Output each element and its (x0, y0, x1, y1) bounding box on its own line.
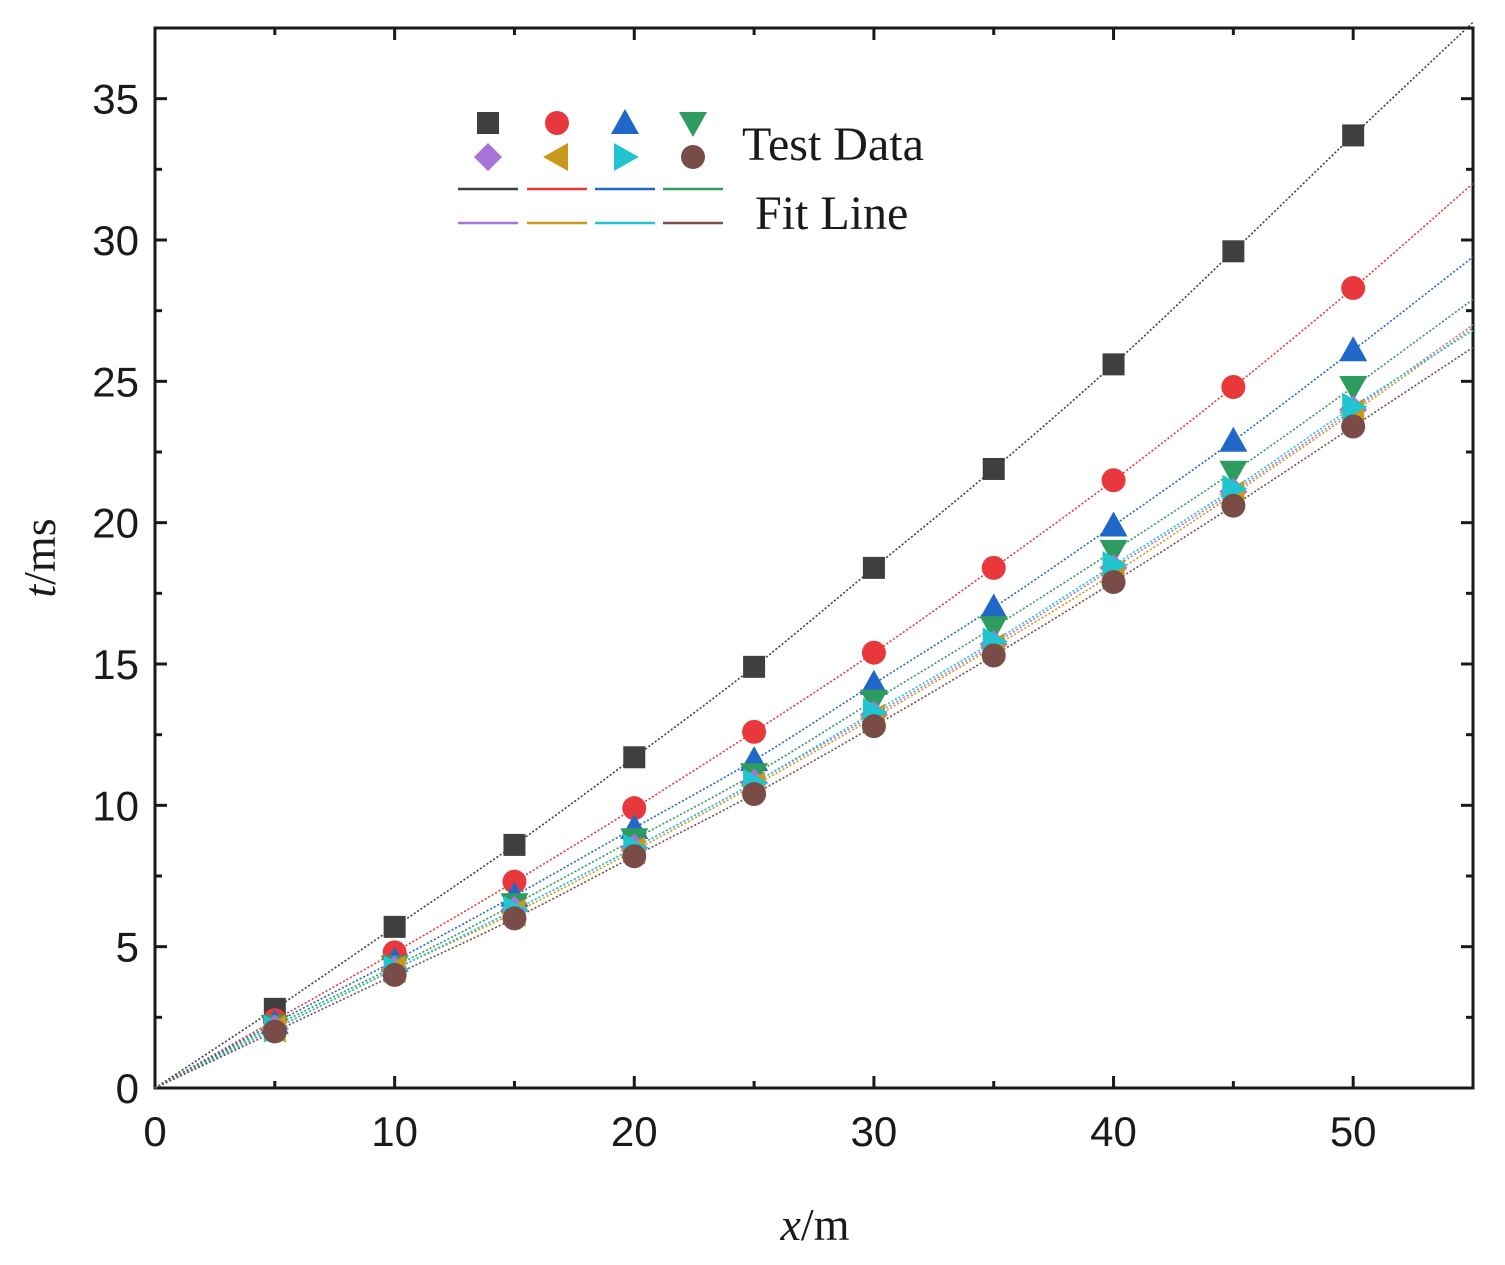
series-8-point (861, 714, 886, 739)
y-tick-label: 20 (92, 500, 139, 547)
series-6-fit-line (154, 326, 1474, 1089)
series-1-legend-marker (477, 112, 499, 134)
series-3-point (1339, 336, 1368, 362)
x-tick-label: 10 (371, 1108, 418, 1155)
y-tick-label: 0 (116, 1065, 139, 1112)
series-1-point (623, 746, 646, 769)
series-8-point (1101, 570, 1126, 595)
y-tick-label: 5 (116, 924, 139, 971)
series-5-legend-marker (474, 143, 502, 171)
series-4-legend-marker (679, 112, 707, 137)
series-7-legend-marker (614, 143, 639, 171)
series-8-fit-line (154, 346, 1474, 1089)
series-3-point (1099, 511, 1128, 537)
series-1-point (1342, 124, 1365, 147)
series-1-fit-line (154, 21, 1474, 1089)
series-1-point (743, 655, 766, 678)
series-3-point (1219, 426, 1248, 452)
series-4-point (1339, 375, 1368, 401)
series-4-point (1099, 539, 1128, 565)
series-1-point (1222, 240, 1245, 263)
series-7-fit-line (154, 329, 1474, 1089)
series-2-point (742, 719, 767, 744)
series-3-point (859, 669, 888, 695)
series-1-point (862, 556, 885, 579)
x-tick-label: 0 (143, 1108, 166, 1155)
series-3-legend-marker (611, 109, 639, 134)
series-4-point (1219, 460, 1248, 486)
series-7-point (1342, 392, 1368, 421)
y-tick-label: 15 (92, 641, 139, 688)
data-markers (260, 124, 1368, 1044)
series-8-point (981, 643, 1006, 668)
series-2-point (861, 640, 886, 665)
axis-ticks: 0 10 20 30 40 50 0 5 10 15 20 25 30 35 (92, 28, 1473, 1155)
series-1-point (383, 915, 406, 938)
series-6-legend-marker (543, 143, 568, 171)
series-8-point (382, 962, 407, 987)
series-1-point (982, 457, 1005, 480)
legend (458, 109, 723, 225)
series-3-fit-line (154, 256, 1474, 1089)
series-5-fit-line (154, 324, 1474, 1089)
series-2-fit-line (154, 182, 1474, 1089)
y-tick-label: 35 (92, 76, 139, 123)
x-axis-label: x/m (780, 1199, 850, 1250)
series-8-point (1341, 414, 1366, 439)
series-8-point (742, 782, 767, 807)
series-8-legend-marker (681, 145, 705, 169)
y-tick-label: 25 (92, 358, 139, 405)
fit-lines (154, 21, 1474, 1089)
x-tick-label: 40 (1090, 1108, 1137, 1155)
series-2-point (1341, 276, 1366, 301)
legend-fit-line-label: Fit Line (755, 187, 908, 240)
series-2-point (622, 796, 647, 821)
series-1-point (503, 833, 526, 856)
legend-test-data-label: Test Data (742, 118, 924, 171)
series-3-point (979, 593, 1008, 619)
x-tick-label: 50 (1330, 1108, 1377, 1155)
series-2-point (1101, 468, 1126, 493)
series-2-point (502, 869, 527, 894)
y-axis-label: t/ms (14, 518, 65, 597)
y-tick-label: 10 (92, 782, 139, 829)
plot-frame (153, 26, 1475, 1090)
series-1-point (1102, 353, 1125, 376)
x-tick-label: 30 (851, 1108, 898, 1155)
series-8-point (262, 1019, 287, 1044)
series-8-point (502, 906, 527, 931)
series-2-legend-marker (545, 111, 569, 135)
series-2-point (1221, 374, 1246, 399)
series-4-point (979, 616, 1008, 642)
x-tick-label: 20 (611, 1108, 658, 1155)
series-2-point (981, 555, 1006, 580)
series-8-point (1221, 493, 1246, 518)
series-8-point (622, 844, 647, 869)
y-tick-label: 30 (92, 217, 139, 264)
